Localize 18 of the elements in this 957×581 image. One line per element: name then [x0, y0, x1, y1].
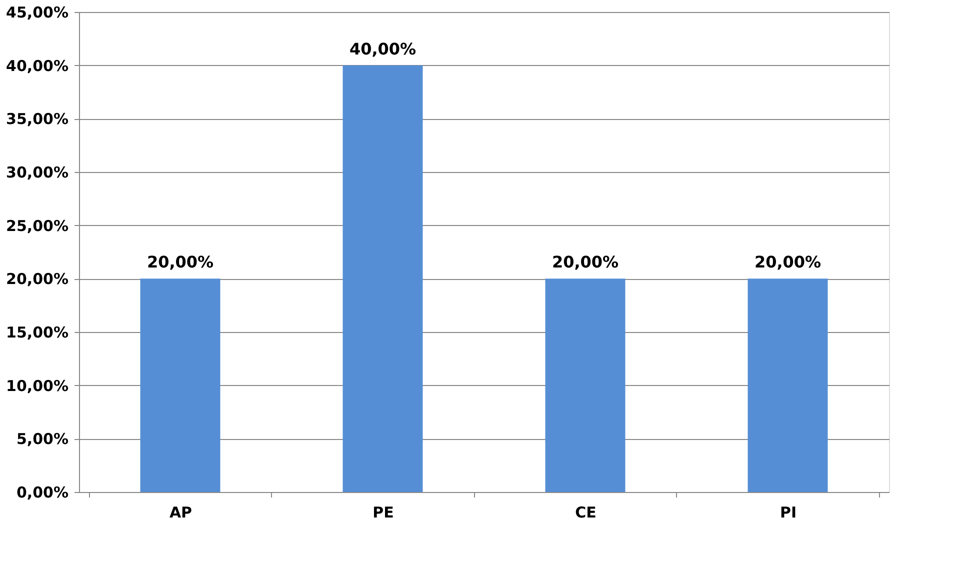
data-label: 20,00% — [146, 252, 214, 272]
x-tick-label: PE — [372, 504, 394, 522]
x-tick-label: PI — [780, 504, 797, 522]
x-tick-label: CE — [575, 504, 596, 522]
y-tick-label: 20,00% — [6, 270, 68, 288]
y-tick-label: 30,00% — [6, 164, 68, 182]
y-tick-label: 15,00% — [6, 324, 68, 342]
y-tick-label: 10,00% — [6, 376, 68, 395]
y-tick-label: 35,00% — [6, 110, 68, 128]
data-label: 20,00% — [754, 252, 822, 272]
y-tick-label: 45,00% — [6, 4, 68, 22]
y-tick-label: 40,00% — [6, 56, 68, 75]
y-tick-label: 5,00% — [16, 430, 68, 448]
data-label: 40,00% — [349, 39, 416, 58]
y-tick-label: 0,00% — [16, 484, 68, 502]
data-label: 20,00% — [552, 252, 619, 272]
y-tick-label: 25,00% — [6, 216, 68, 235]
x-tick-label: AP — [169, 504, 192, 522]
